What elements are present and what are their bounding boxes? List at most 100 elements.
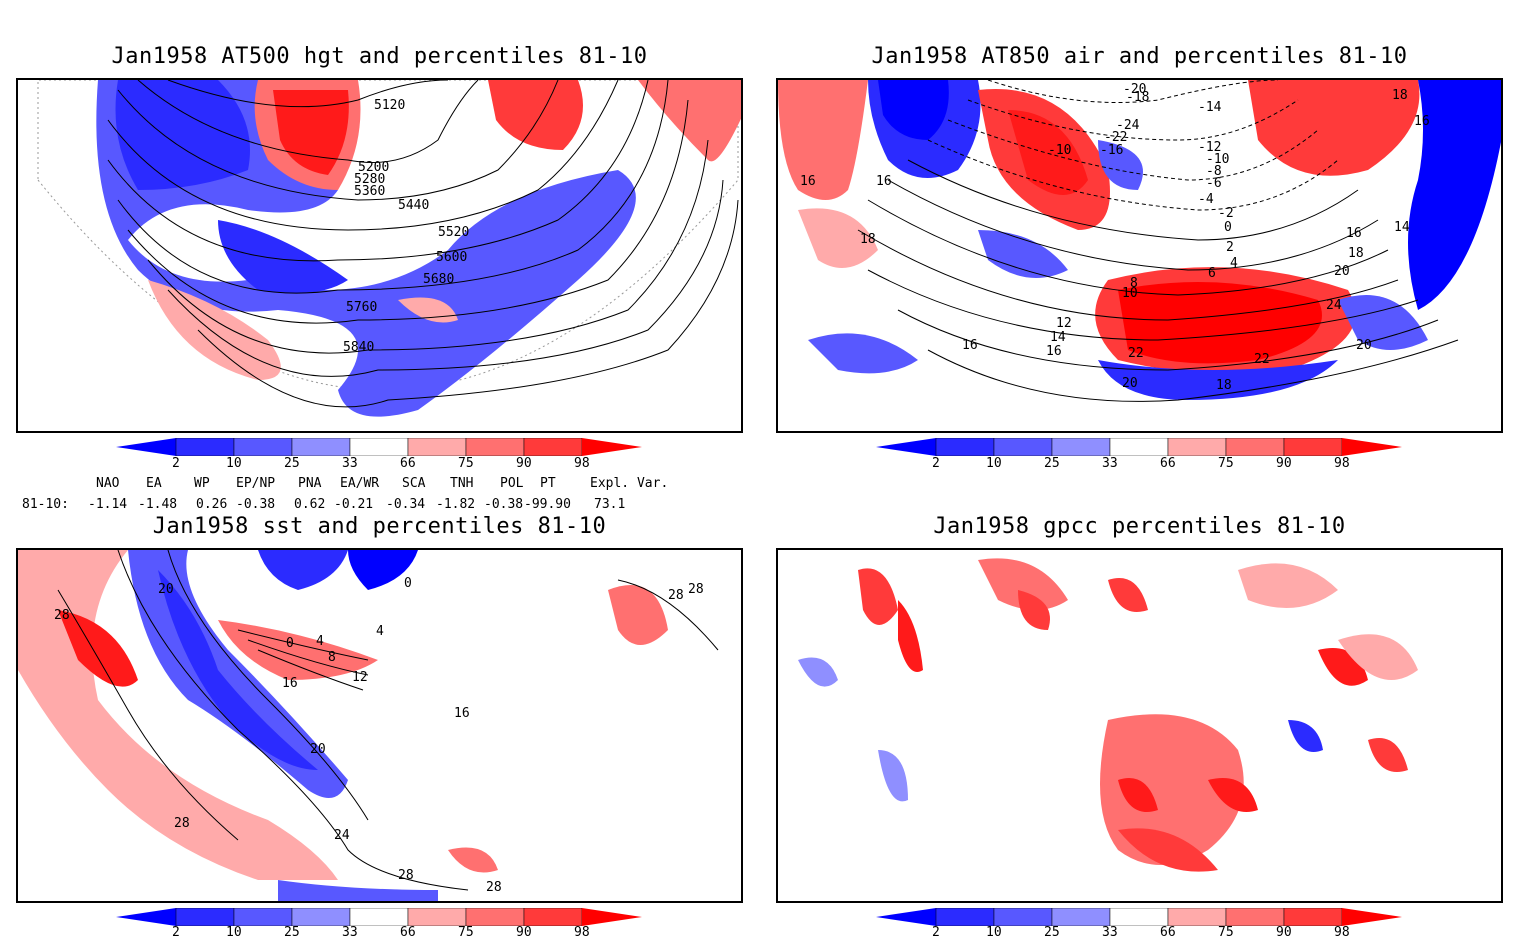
anomaly-area [258,550,348,590]
tele-value: -0.21 [334,497,374,512]
panel-title-air850: Jan1958 AT850 air and percentiles 81-10 [871,44,1408,69]
anomaly-area [798,208,878,268]
anomaly-area [778,80,868,200]
contour-label: 5280 [354,172,386,187]
colorbar-tick-label: 75 [458,456,474,471]
tele-header: EA [146,476,162,491]
contour-label: 24 [334,828,350,843]
colorbar-bottom-left: 2 10 25 33 66 75 90 98 [116,907,646,940]
anomaly-area [348,550,418,590]
colorbar-tick-label: 66 [1160,925,1176,940]
anomaly-area [878,750,908,802]
tele-header: WP [194,476,210,491]
colorbar-tick-label: 33 [342,456,358,471]
contour-label: 16 [800,174,816,189]
anomaly-area [273,90,349,175]
anomaly-area [1008,110,1088,195]
contour-label: 2 [1226,240,1234,255]
contour-label: 18 [1392,88,1408,103]
anomaly-area [278,880,438,901]
colorbar-tick-label: 25 [1044,925,1060,940]
anomaly-area [1098,140,1143,190]
map-panel-sst: 28 20 0 0 4 4 8 12 16 16 20 28 24 28 28 … [16,548,743,903]
colorbar-tick-label: 90 [516,456,532,471]
contour-label: 28 [54,608,70,623]
anomaly-area [858,568,898,625]
contour-label: -4 [1198,192,1214,207]
tele-header: EA/WR [340,476,380,491]
anomaly-area [978,230,1068,278]
tele-header: EP/NP [236,476,276,491]
contour-label: 22 [1128,346,1144,361]
tele-header: PNA [298,476,322,491]
contour-label: 20 [310,742,326,757]
contour-label: -16 [1100,143,1124,158]
anomaly-area [638,80,741,162]
contour-label: 12 [352,670,368,685]
anomaly-area [448,847,498,873]
anomaly-area [978,558,1068,610]
contour-label: 5760 [346,300,378,315]
anomaly-area [218,220,348,294]
contour-label: -18 [1126,90,1150,105]
colorbar-svg [116,907,642,927]
contour-label: -6 [1206,176,1222,191]
colorbar-tick-label: 10 [226,456,242,471]
colorbar-svg [116,437,642,457]
tele-value: 0.62 [294,497,326,512]
colorbar-tick-label: 33 [342,925,358,940]
colorbar-tick-label: 90 [1276,925,1292,940]
contour-label: 28 [398,868,414,883]
contour-label: 22 [1254,352,1270,367]
colorbar-tick-label: 10 [226,925,242,940]
colorbar-tick-label: 90 [1276,456,1292,471]
contour-label: 28 [174,816,190,831]
colorbar-tick-label: 98 [574,925,590,940]
colorbar-top-left: 2 10 25 33 66 75 90 98 [116,437,646,471]
tele-value: -1.14 [88,497,128,512]
tele-value: -0.34 [386,497,426,512]
anomaly-area [488,80,583,150]
anomaly-area [1248,80,1420,176]
map-panel-hgt500: 5120 5200 5280 5360 5440 5520 5600 5680 … [16,78,743,433]
colorbar-tick-label: 33 [1102,925,1118,940]
contour-label: 16 [1414,114,1430,129]
contour-label: 28 [688,582,704,597]
anomaly-area [1338,634,1418,680]
panel-title-hgt500: Jan1958 AT500 hgt and percentiles 81-10 [111,44,648,69]
anomaly-area [1408,80,1501,310]
contour-label: 20 [1356,338,1372,353]
temperature-contours [857,80,1459,402]
tele-header: POL [500,476,524,491]
map-gpcc-svg [798,558,1418,872]
contour-label: 4 [1230,256,1238,271]
tele-header: Expl. Var. [590,476,669,491]
contour-label: 12 [1056,316,1072,331]
colorbar-tick-label: 2 [932,925,940,940]
colorbar-tick-label: 25 [1044,456,1060,471]
anomaly-area [878,80,949,140]
contour-label: 5600 [436,250,468,265]
sst-contours [57,550,719,891]
colorbar-tick-label: 75 [458,925,474,940]
colorbar-tick-label: 2 [932,456,940,471]
contour-label: -8 [1206,164,1222,179]
tele-header: TNH [450,476,474,491]
map-sst-svg [18,550,719,901]
colorbar-tick-label: 66 [1160,456,1176,471]
colorbar-tick-label: 75 [1218,456,1234,471]
contour-label: 10 [1122,286,1138,301]
colorbar-tick-label: 90 [516,925,532,940]
contour-label: 5120 [374,98,406,113]
colorbar-tick-label: 98 [1334,925,1350,940]
tele-value: -1.48 [138,497,178,512]
anomaly-area [1118,282,1322,364]
anomaly-area [898,600,923,672]
contour-label: -10 [1048,143,1072,158]
map-hgt500-svg [37,80,741,417]
anomaly-area [1118,828,1218,872]
tele-header: NAO [96,476,120,491]
colorbar-tick-label: 2 [172,456,180,471]
colorbar-tick-label: 33 [1102,456,1118,471]
contour-label: 5200 [358,160,390,175]
